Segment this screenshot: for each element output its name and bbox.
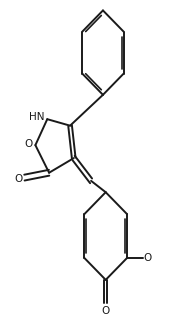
Text: O: O <box>102 306 110 316</box>
Text: O: O <box>14 174 22 184</box>
Text: HN: HN <box>29 111 45 122</box>
Text: O: O <box>144 253 152 263</box>
Text: O: O <box>24 140 33 150</box>
